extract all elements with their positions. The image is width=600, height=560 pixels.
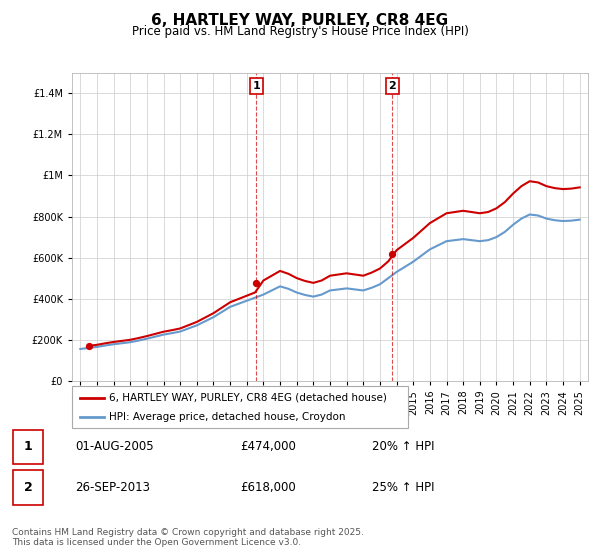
Text: 20% ↑ HPI: 20% ↑ HPI bbox=[372, 440, 434, 454]
Text: 25% ↑ HPI: 25% ↑ HPI bbox=[372, 481, 434, 494]
FancyBboxPatch shape bbox=[13, 470, 43, 505]
Text: Contains HM Land Registry data © Crown copyright and database right 2025.
This d: Contains HM Land Registry data © Crown c… bbox=[12, 528, 364, 547]
Text: 2: 2 bbox=[24, 481, 32, 494]
Text: 26-SEP-2013: 26-SEP-2013 bbox=[75, 481, 150, 494]
Text: Price paid vs. HM Land Registry's House Price Index (HPI): Price paid vs. HM Land Registry's House … bbox=[131, 25, 469, 38]
Text: 01-AUG-2005: 01-AUG-2005 bbox=[75, 440, 154, 454]
FancyBboxPatch shape bbox=[13, 430, 43, 464]
Point bbox=[84, 342, 94, 351]
Text: HPI: Average price, detached house, Croydon: HPI: Average price, detached house, Croy… bbox=[109, 412, 346, 422]
Point bbox=[251, 279, 261, 288]
Point bbox=[388, 249, 397, 258]
Text: 1: 1 bbox=[253, 81, 260, 91]
Text: 2: 2 bbox=[389, 81, 396, 91]
Text: 1: 1 bbox=[24, 440, 32, 454]
Text: 6, HARTLEY WAY, PURLEY, CR8 4EG: 6, HARTLEY WAY, PURLEY, CR8 4EG bbox=[151, 13, 449, 28]
Text: 6, HARTLEY WAY, PURLEY, CR8 4EG (detached house): 6, HARTLEY WAY, PURLEY, CR8 4EG (detache… bbox=[109, 393, 387, 403]
FancyBboxPatch shape bbox=[72, 386, 408, 428]
Text: £618,000: £618,000 bbox=[240, 481, 296, 494]
Text: £474,000: £474,000 bbox=[240, 440, 296, 454]
